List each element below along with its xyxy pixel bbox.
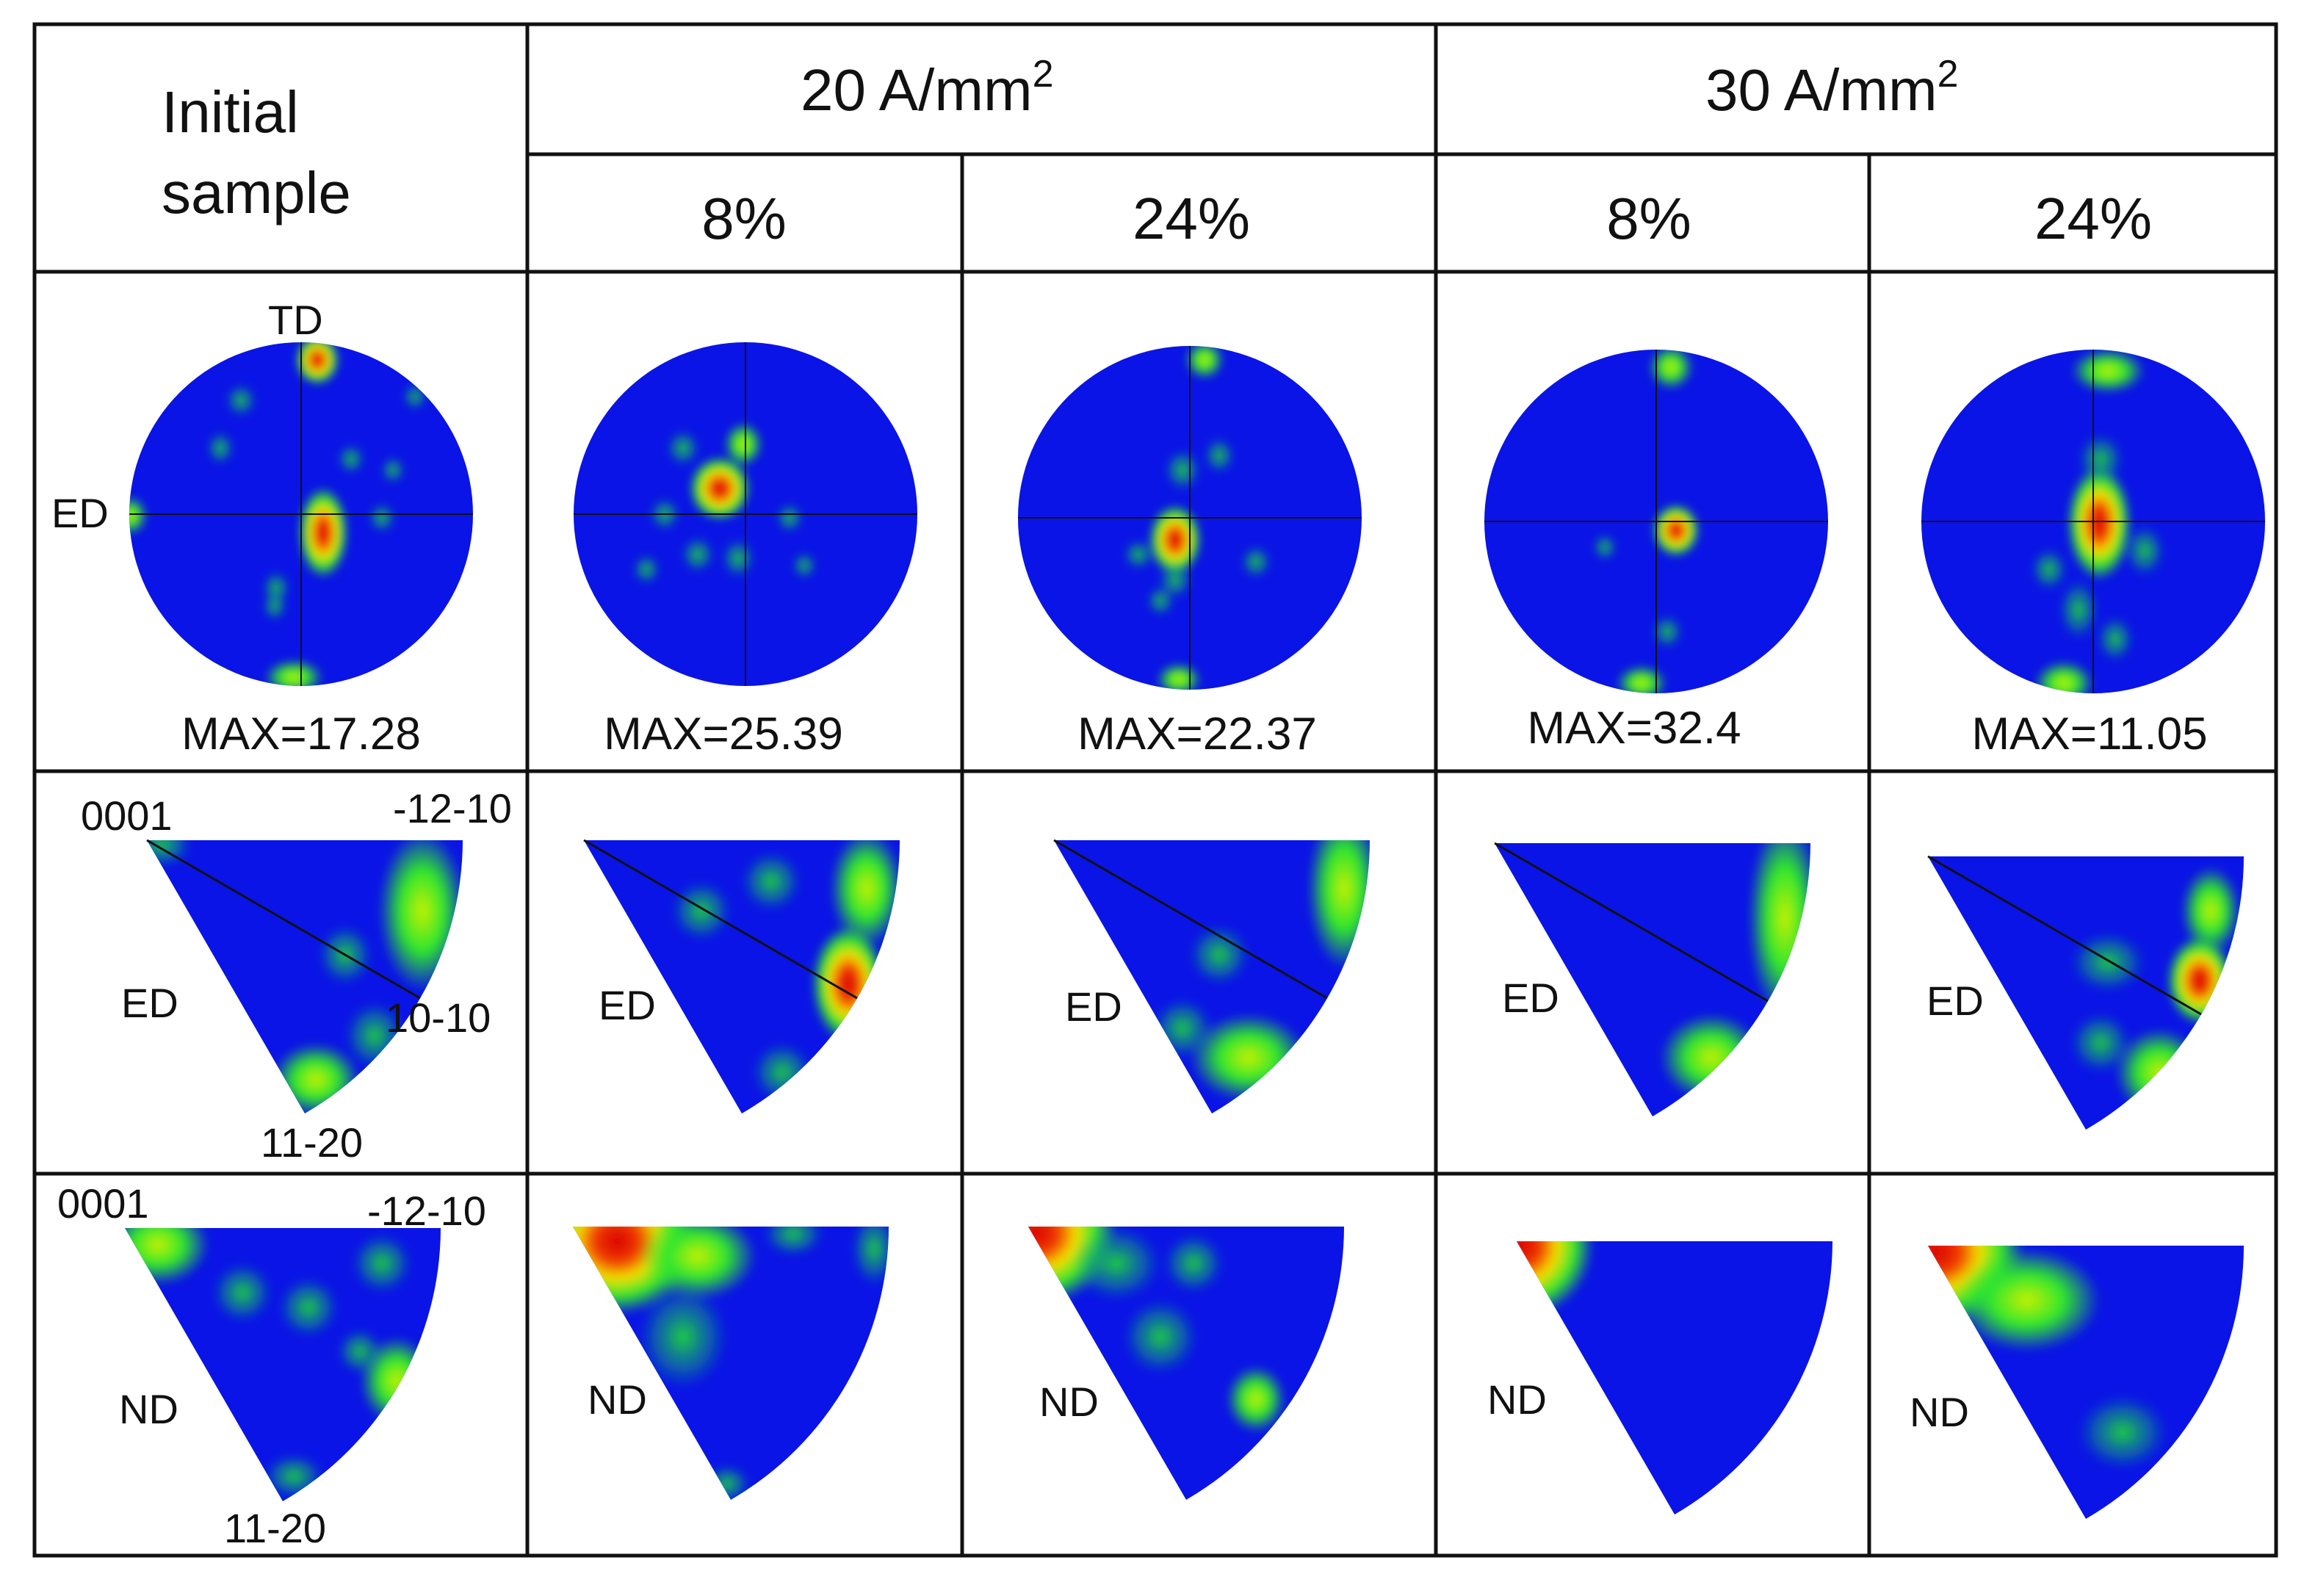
col-20-24-label: 24% — [1133, 186, 1250, 251]
ipf-nd-label: ND — [119, 1386, 178, 1432]
max-value-20a-24pct: MAX=22.37 — [1077, 709, 1317, 759]
pole-figure-ed-label: ED — [51, 490, 109, 536]
pole-figure-td-label: TD — [268, 297, 323, 343]
ipf-ed-20a-8pct: ED — [583, 839, 900, 1113]
ipf-nd-30a-8pct: ND — [1487, 1241, 1832, 1514]
max-value-initial: MAX=17.28 — [181, 709, 421, 759]
table-border — [32, 22, 2278, 1558]
ipf-nd-initial: 0001 -12-10 11-20 ND — [57, 1180, 486, 1551]
ipf-ed-label: ED — [121, 980, 178, 1026]
initial-label-line1: Initial — [162, 79, 299, 145]
ipf-nd-20a-8pct: ND — [573, 1227, 889, 1500]
pole-figure-30a-24pct: MAX=11.05 — [1921, 350, 2265, 759]
ipf-ed-30a-24pct: ED — [1926, 855, 2244, 1130]
max-value-20a-8pct: MAX=25.39 — [604, 709, 843, 759]
ipf-ed-label: ED — [599, 982, 656, 1028]
ipf-corner-1120: 11-20 — [224, 1505, 326, 1551]
ipf-ed-label: ED — [1065, 983, 1122, 1030]
col-30-24-label: 24% — [2034, 186, 2152, 251]
ipf-nd-row: 0001 -12-10 11-20 ND ND — [57, 1180, 2244, 1551]
initial-label-line2: sample — [162, 160, 351, 225]
ipf-ed-label: ED — [1502, 975, 1559, 1021]
pole-figure-initial: TD ED MAX=17.28 — [51, 297, 473, 759]
max-value-30a-24pct: MAX=11.05 — [1971, 709, 2207, 759]
ipf-ed-30a-8pct: ED — [1494, 842, 1810, 1116]
max-value-30a-8pct: MAX=32.4 — [1527, 703, 1741, 754]
group-20-label: 20 A/mm2 — [801, 53, 1054, 123]
ipf-corner-1210: -12-10 — [393, 785, 512, 831]
ipf-corner-1120: 11-20 — [261, 1119, 363, 1166]
ipf-corner-1210: -12-10 — [367, 1188, 486, 1234]
pole-figure-row: TD ED MAX=17.28 MAX=25.39 — [51, 297, 2265, 759]
table-grid — [32, 22, 2278, 1558]
ipf-nd-label: ND — [588, 1376, 647, 1423]
group-30-label: 30 A/mm2 — [1705, 53, 1959, 123]
ipf-nd-30a-24pct: ND — [1910, 1246, 2244, 1519]
table-header: Initial sample 20 A/mm2 30 A/mm2 8% 24% … — [162, 53, 2152, 251]
ipf-ed-initial: 0001 -12-10 10-10 11-20 ED — [81, 785, 512, 1166]
ipf-nd-label: ND — [1910, 1389, 1969, 1435]
ipf-ed-row: 0001 -12-10 10-10 11-20 ED ED — [81, 785, 2244, 1166]
ipf-nd-20a-24pct: ND — [1028, 1227, 1344, 1500]
pole-figure-20a-8pct: MAX=25.39 — [574, 342, 917, 759]
ipf-corner-0001: 0001 — [57, 1180, 149, 1227]
pole-figure-30a-8pct: MAX=32.4 — [1484, 350, 1828, 754]
ipf-corner-0001: 0001 — [81, 792, 173, 839]
col-30-8-label: 8% — [1606, 186, 1691, 251]
pole-figure-20a-24pct: MAX=22.37 — [1018, 346, 1362, 759]
ipf-ed-label: ED — [1926, 978, 1984, 1024]
ipf-corner-1010: 10-10 — [386, 994, 491, 1041]
col-20-8-label: 8% — [701, 186, 787, 251]
ipf-nd-label: ND — [1487, 1376, 1547, 1423]
ipf-ed-20a-24pct: ED — [1053, 839, 1370, 1113]
ipf-nd-label: ND — [1039, 1379, 1099, 1425]
